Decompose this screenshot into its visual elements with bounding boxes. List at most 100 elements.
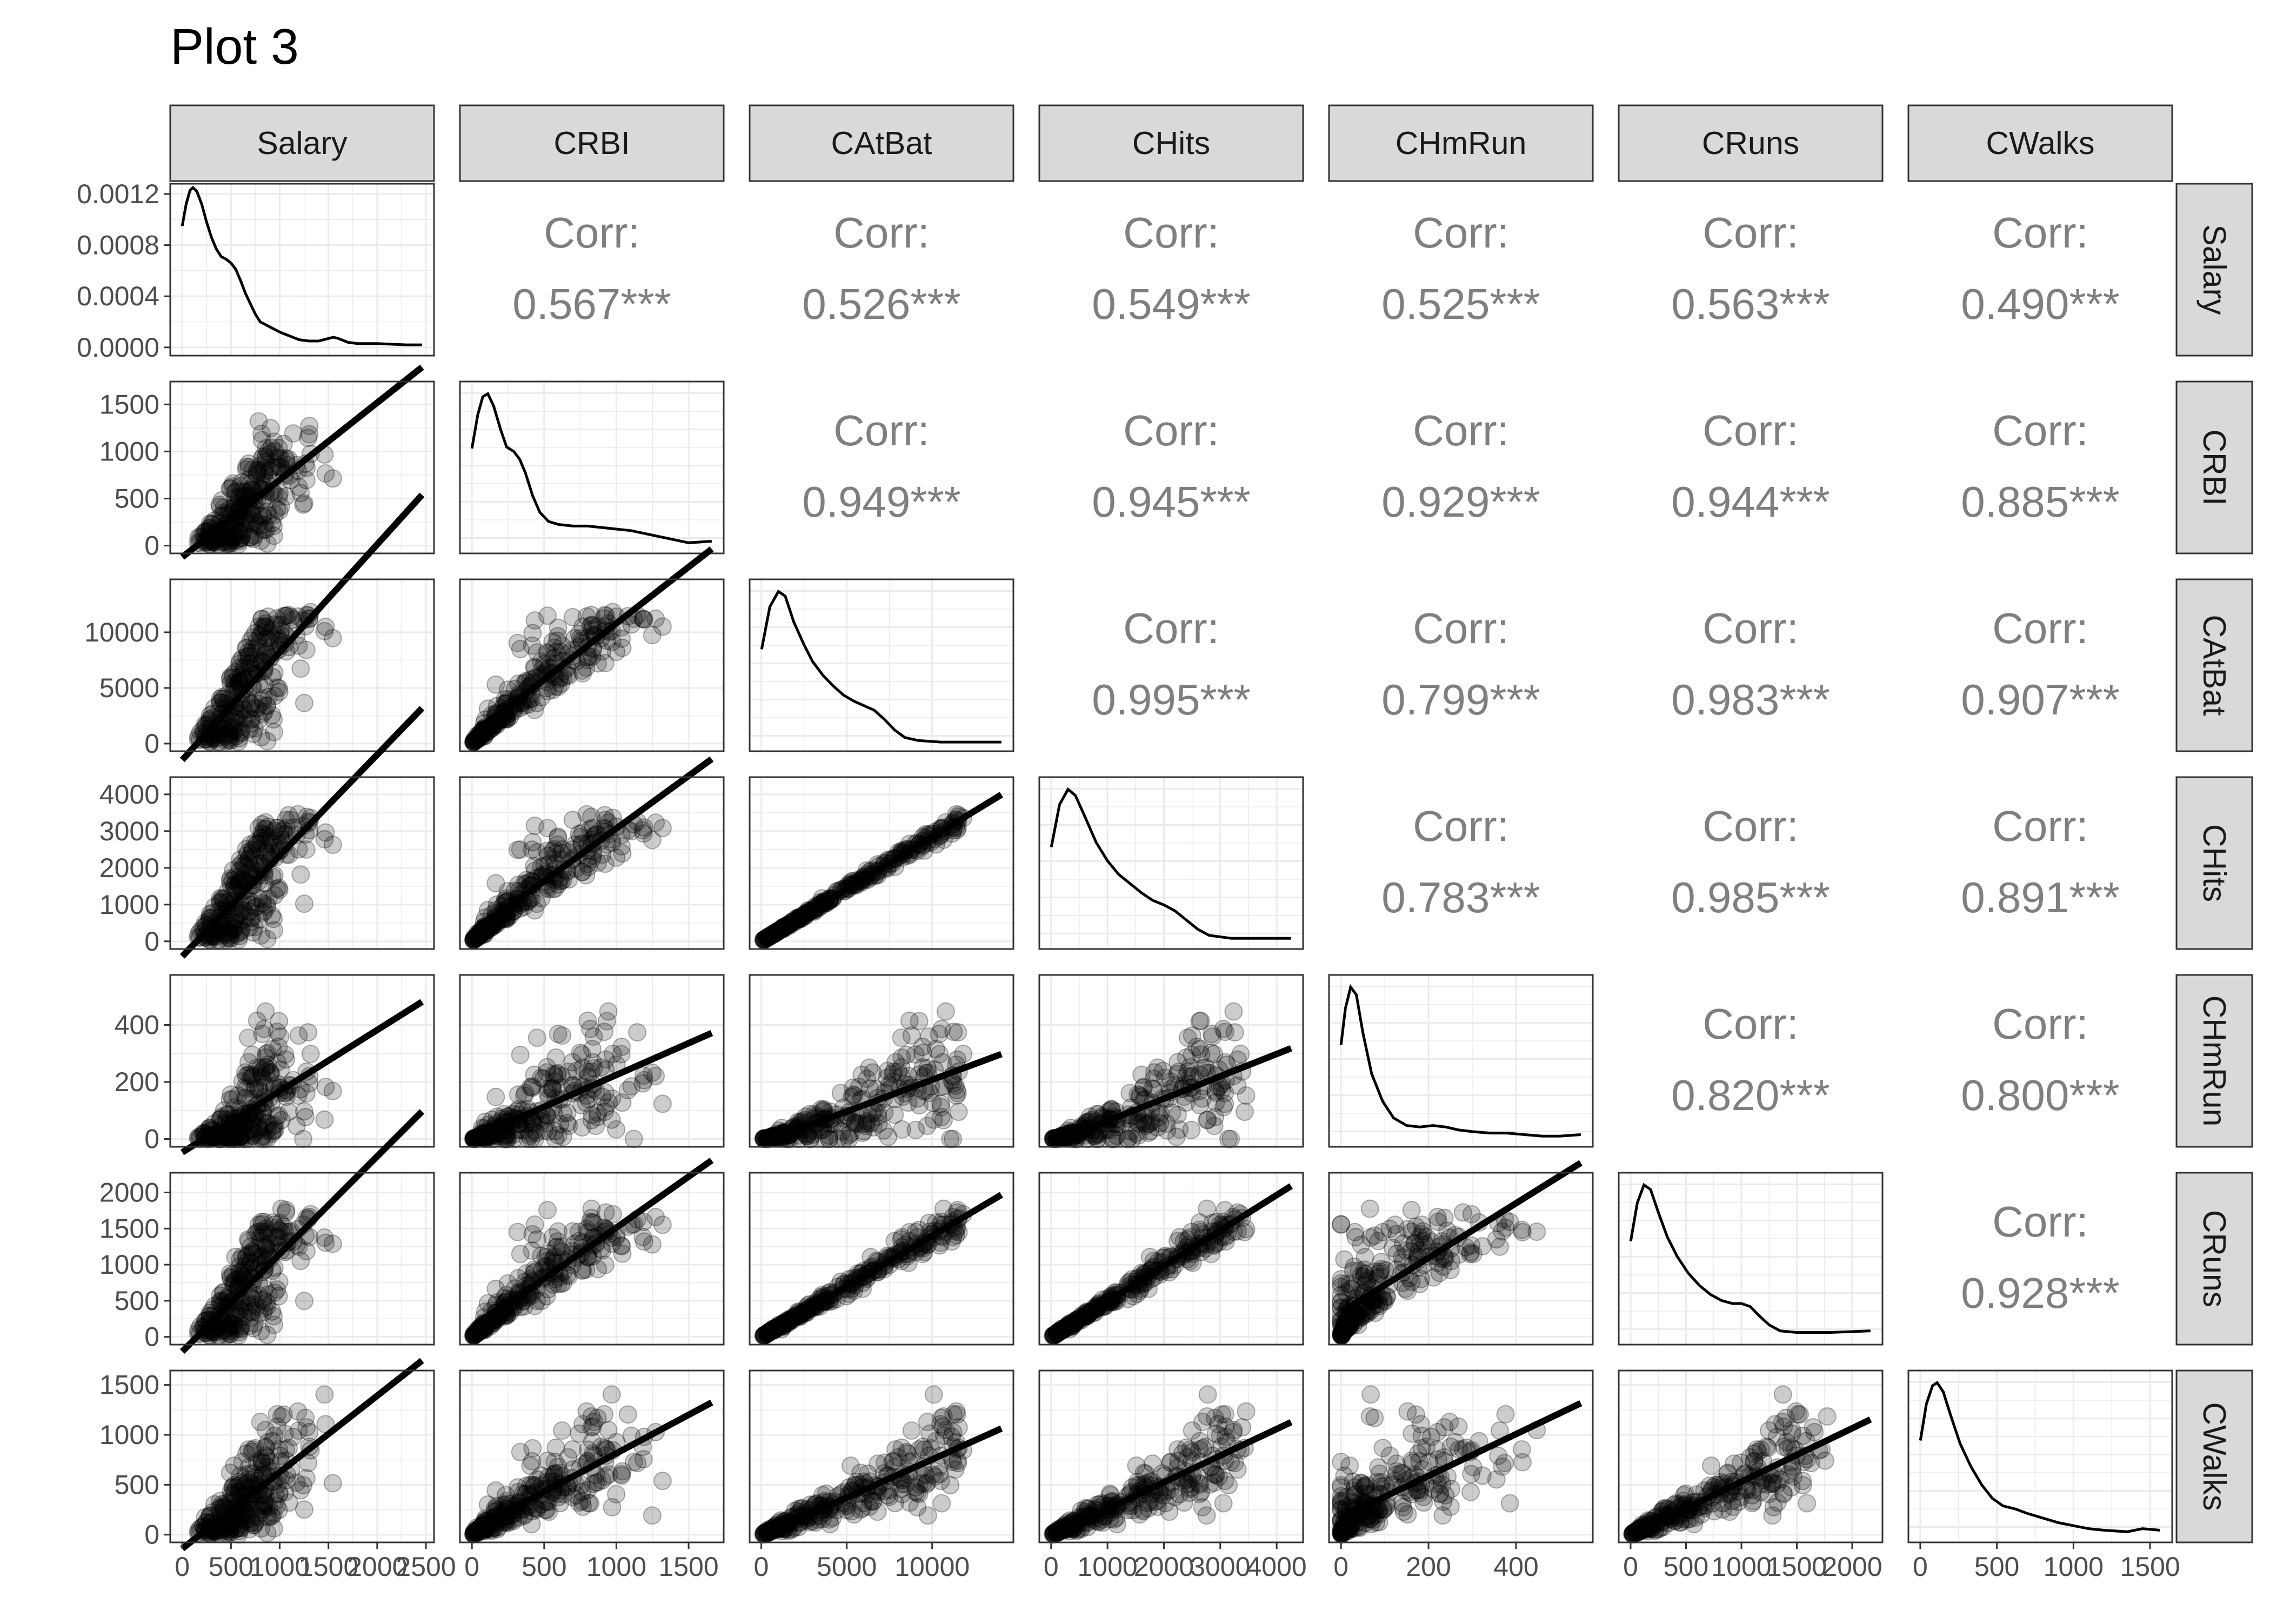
scatter-point [295, 894, 313, 913]
corr-label: Corr: [544, 209, 640, 257]
scatter-point [589, 1103, 607, 1122]
scatter-point [612, 1038, 631, 1057]
scatter-point [249, 819, 268, 838]
scatter-point [635, 818, 653, 837]
scatter-point [223, 1485, 242, 1503]
scatter-point [653, 617, 672, 636]
scatter-panel-cruns-catbat [749, 1172, 1014, 1346]
scatter-point [1332, 1215, 1351, 1234]
corr-value: 0.490*** [1961, 280, 2120, 328]
scatter-point [258, 442, 277, 461]
scatter-point [523, 1452, 542, 1471]
scatter-point [270, 484, 289, 503]
corr-label: Corr: [1123, 604, 1219, 652]
corr-value: 0.799*** [1381, 676, 1540, 724]
scatter-point [226, 482, 245, 501]
scatter-point [883, 1065, 902, 1084]
panel-background [170, 184, 434, 356]
scatter-point [820, 1130, 839, 1148]
scatter-point [253, 507, 272, 526]
column-strip-label: CRuns [1702, 125, 1799, 161]
scatter-point [256, 449, 275, 468]
scatter-point [577, 607, 596, 626]
scatter-point [571, 1044, 590, 1062]
scatter-point [245, 526, 264, 545]
scatter-point [549, 618, 568, 637]
scatter-point [230, 523, 249, 542]
scatter-point [291, 484, 310, 503]
column-strip-label: CAtBat [831, 125, 932, 161]
scatter-point [269, 487, 288, 506]
scatter-point [635, 1071, 653, 1090]
row-strip-box [2175, 380, 2253, 554]
scatter-point [511, 1045, 530, 1064]
scatter-point [892, 1028, 911, 1047]
scatter-point [253, 894, 272, 913]
corr-value: 0.949*** [802, 478, 961, 526]
scatter-panel-cruns-chmrun [1328, 1160, 1594, 1346]
column-strip-box [459, 104, 725, 182]
scatter-point [596, 1050, 615, 1069]
scatter-point [223, 527, 242, 546]
row-strip-box [2175, 776, 2253, 950]
scatter-point [839, 1126, 858, 1145]
scatter-point [1224, 1002, 1243, 1021]
corr-label: Corr: [1702, 406, 1799, 455]
scatter-point [315, 1110, 334, 1129]
scatter-point [577, 1220, 596, 1239]
scatter-point [1191, 1096, 1210, 1115]
scatter-panel-cwalks-catbat [749, 1369, 1014, 1544]
column-strip-label: Salary [257, 125, 348, 161]
scatter-point [1237, 1220, 1256, 1239]
scatter-point [936, 1002, 955, 1021]
scatter-point [599, 1002, 618, 1021]
row-strip-label: CWalks [2196, 1402, 2232, 1511]
scatter-point [289, 477, 308, 496]
scatter-point [1144, 1080, 1163, 1099]
scatter-point [1225, 1023, 1244, 1042]
scatter-point [229, 732, 248, 751]
row-strip-salary: Salary [2175, 183, 2253, 357]
scatter-point [253, 506, 272, 525]
scatter-point [229, 535, 248, 554]
scatter-point [235, 513, 254, 532]
scatter-point [1493, 1222, 1512, 1241]
scatter-point [237, 1510, 256, 1529]
column-strip-box [1618, 104, 1884, 182]
scatter-point [264, 517, 283, 536]
scatter-panel-cwalks-chits [1038, 1369, 1304, 1544]
corr-value: 0.567*** [512, 280, 671, 328]
column-strip-catbat: CAtBat [749, 104, 1014, 182]
column-strip-box [1328, 104, 1594, 182]
corr-value: 0.549*** [1092, 280, 1251, 328]
scatter-point [902, 1421, 921, 1440]
corr-panel-crbi-chmrun: Corr:0.929*** [1381, 406, 1540, 526]
corr-panel-cruns-cwalks: Corr:0.928*** [1961, 1198, 2120, 1317]
corr-value: 0.944*** [1671, 478, 1830, 526]
corr-panel-salary-crbi: Corr: 0.567*** [512, 209, 671, 328]
scatter-point [251, 457, 270, 476]
scatter-point [291, 1252, 310, 1271]
scatter-point [546, 1048, 565, 1067]
scatter-point [624, 1130, 643, 1148]
corr-label: Corr: [1992, 406, 2088, 455]
scatter-point [1332, 1326, 1351, 1345]
scatter-point [315, 1385, 334, 1404]
scatter-point [1216, 1094, 1234, 1113]
scatter-point [323, 469, 342, 488]
row-strip-box [2175, 183, 2253, 357]
scatter-point [1158, 1121, 1177, 1140]
scatter-point [295, 1292, 313, 1311]
scatter-point [508, 1222, 527, 1241]
corr-label: Corr: [1413, 406, 1509, 455]
scatter-point [596, 1203, 615, 1222]
corr-panel-crbi-cruns: Corr: 0.944*** [1671, 406, 1830, 526]
scatter-point [296, 1108, 315, 1127]
scatter-point [226, 531, 245, 550]
scatter-panel-chits-catbat [749, 776, 1014, 950]
scatter-point [291, 1481, 310, 1500]
scatter-panel-catbat-crbi [459, 546, 725, 752]
scatter-point [653, 819, 672, 838]
scatter-point [577, 1402, 596, 1421]
